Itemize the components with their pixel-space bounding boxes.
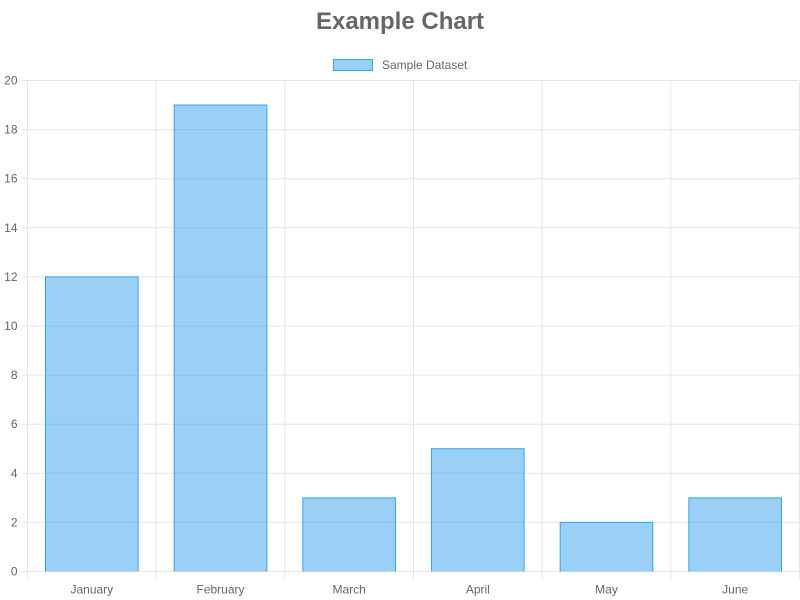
y-tick-label: 10	[4, 319, 18, 333]
legend-label: Sample Dataset	[381, 57, 468, 72]
chart-title: Example Chart	[315, 8, 485, 35]
bar	[431, 448, 525, 572]
x-tick-label: April	[466, 583, 490, 597]
bar-border	[173, 104, 268, 572]
bar	[302, 497, 396, 572]
x-tick-label: March	[332, 583, 365, 597]
x-tick-label: June	[722, 583, 748, 597]
legend-swatch	[332, 58, 373, 71]
y-tick-label: 6	[11, 417, 18, 431]
y-tick-label: 12	[4, 270, 18, 284]
y-tick-label: 2	[11, 515, 18, 529]
bar-border	[688, 497, 782, 572]
y-tick-label: 18	[4, 123, 18, 137]
y-tick-label: 0	[11, 565, 18, 579]
bar-border	[45, 276, 139, 572]
bar	[174, 105, 267, 572]
x-tick-label: January	[70, 583, 113, 597]
bar-border	[431, 448, 525, 572]
bar	[560, 522, 653, 572]
y-tick-label: 8	[11, 368, 18, 382]
bar	[688, 497, 782, 572]
y-tick-label: 20	[4, 74, 18, 88]
y-tick-label: 4	[11, 466, 18, 480]
legend[interactable]: Sample Dataset	[0, 57, 800, 73]
x-tick-label: May	[595, 583, 618, 597]
x-tick-label: February	[196, 583, 244, 597]
y-tick-label: 14	[4, 221, 18, 235]
bar-border	[302, 497, 396, 572]
bar	[45, 276, 139, 572]
y-tick-label: 16	[4, 172, 18, 186]
bar-border	[559, 521, 654, 572]
